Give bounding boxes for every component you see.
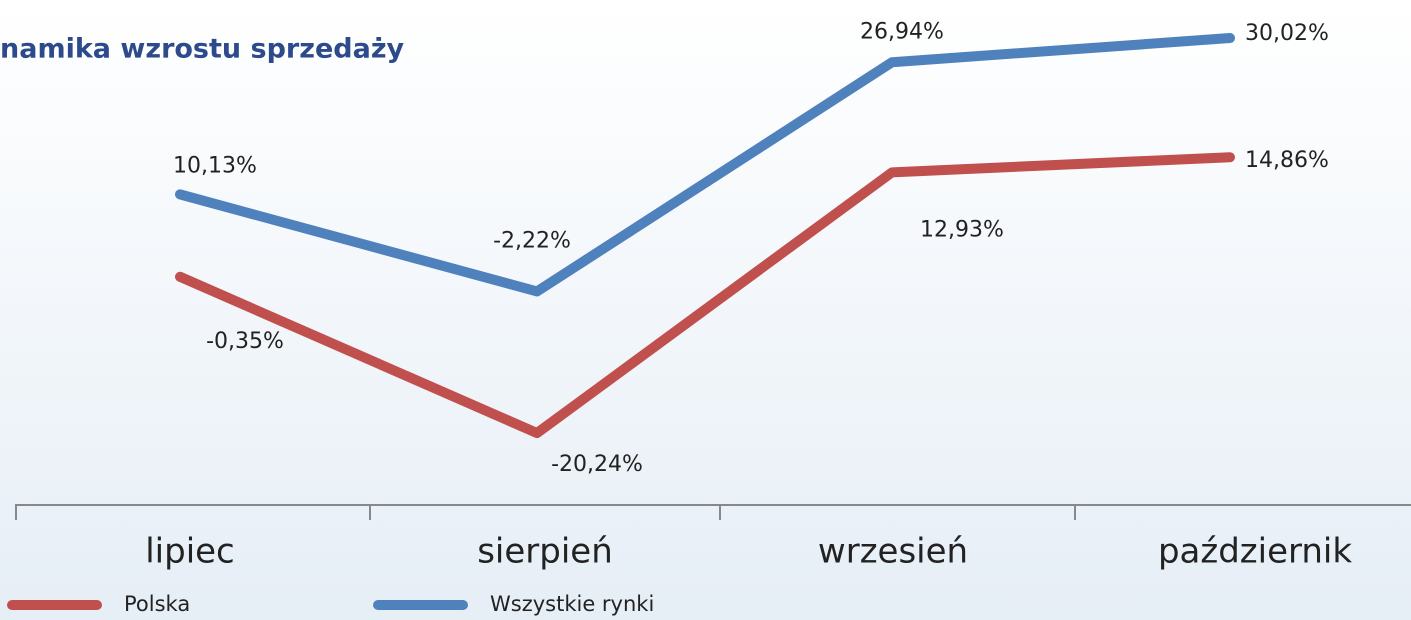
x-tick-label: lipiec	[145, 532, 235, 572]
legend-label: Wszystkie rynki	[490, 592, 654, 616]
data-label: -20,24%	[551, 452, 643, 477]
data-label: -2,22%	[493, 228, 571, 253]
data-label: 14,86%	[1245, 148, 1329, 173]
data-label: 12,93%	[920, 217, 1004, 242]
x-tick-label: wrzesień	[818, 532, 968, 572]
x-tick-label: październik	[1158, 532, 1352, 572]
data-label: 10,13%	[173, 153, 257, 178]
data-label: -0,35%	[206, 329, 284, 354]
legend-label: Polska	[124, 592, 190, 616]
data-label: 30,02%	[1245, 21, 1329, 46]
data-line	[175, 152, 1235, 439]
chart-title: namika wzrostu sprzedaży	[0, 34, 405, 65]
data-line	[175, 33, 1235, 297]
data-label: 26,94%	[860, 19, 944, 44]
x-tick-label: sierpień	[477, 532, 613, 572]
